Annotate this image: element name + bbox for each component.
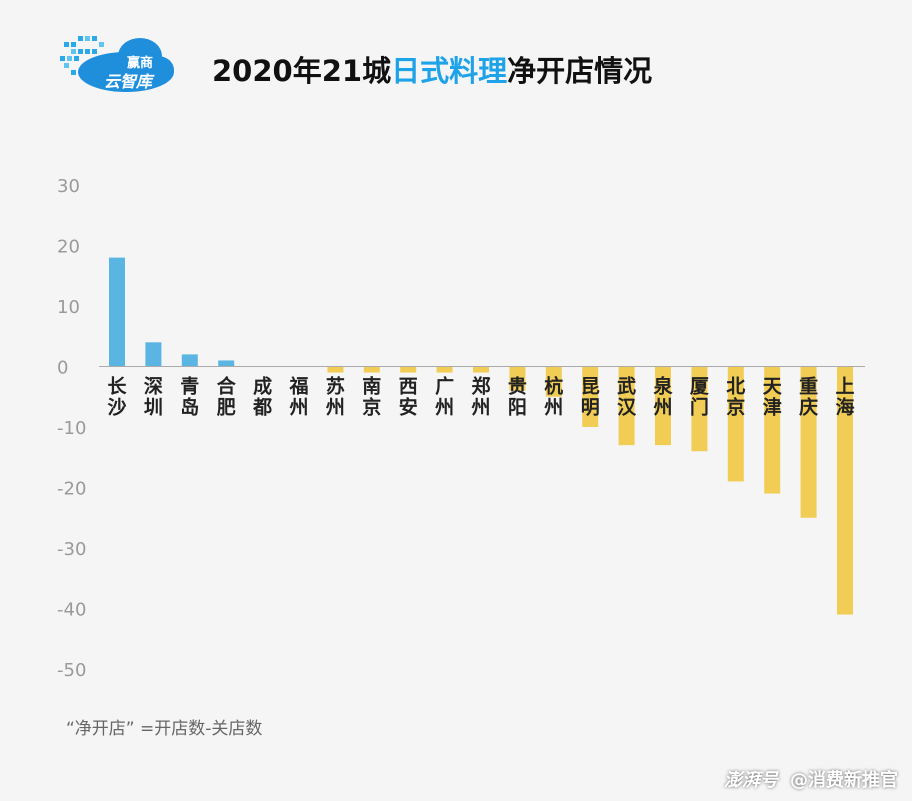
x-category-label: 郑州 — [471, 376, 490, 419]
x-category-label: 合肥 — [217, 375, 237, 419]
x-category-label: 厦门 — [690, 376, 710, 419]
bar-16 — [691, 366, 708, 452]
x-category-label: 上海 — [835, 376, 854, 419]
bar-8 — [400, 366, 417, 373]
watermark-account: @消费新推官 — [790, 770, 898, 791]
x-category-label: 南京 — [362, 376, 381, 419]
x-category-label: 武汉 — [617, 376, 637, 419]
bar-19 — [800, 366, 817, 518]
logo-line2: 云智库 — [104, 72, 155, 91]
chart-title: 2020年21城日式料理净开店情况 — [212, 48, 652, 88]
x-category-label: 青岛 — [180, 376, 199, 419]
x-category-label: 广州 — [435, 375, 454, 419]
y-tick-label: -50 — [57, 660, 86, 681]
bar-0 — [109, 257, 125, 367]
footnote: “净开店” =开店数-关店数 — [66, 719, 263, 739]
y-tick-label: -10 — [57, 418, 86, 439]
y-tick-label: -30 — [57, 539, 86, 560]
x-category-label: 福州 — [288, 375, 308, 419]
y-tick-label: 20 — [57, 237, 80, 258]
x-category-label: 西安 — [399, 376, 418, 419]
watermark-brand: 澎湃号 — [724, 770, 778, 791]
y-tick-label: 0 — [57, 358, 68, 379]
x-category-label: 北京 — [726, 376, 745, 419]
x-category-label: 苏州 — [326, 375, 345, 419]
y-tick-label: 30 — [57, 176, 80, 197]
bar-10 — [473, 366, 489, 373]
y-tick-label: -40 — [57, 600, 86, 621]
bar-3 — [218, 360, 235, 367]
cloud-logo-icon — [60, 36, 174, 92]
bar-15 — [655, 366, 671, 446]
x-category-label: 贵阳 — [508, 376, 527, 419]
x-category-label: 长沙 — [107, 376, 127, 419]
x-category-label: 成都 — [252, 375, 272, 419]
logo-line1: 赢商 — [127, 55, 153, 71]
bar-11 — [509, 366, 526, 391]
bar-20 — [837, 366, 853, 615]
logo: 赢商 云智库 — [60, 36, 174, 92]
y-tick-label: 10 — [57, 297, 80, 318]
x-category-label: 深圳 — [144, 375, 163, 419]
bar-18 — [764, 366, 781, 494]
bar-13 — [582, 366, 599, 427]
bar-1 — [145, 342, 162, 367]
bar-2 — [181, 354, 198, 367]
bar-14 — [618, 366, 635, 446]
bar-9 — [436, 366, 453, 373]
watermark: 澎湃号 @消费新推官 — [724, 766, 898, 792]
y-tick-label: -20 — [57, 479, 86, 500]
x-category-label: 泉州 — [652, 375, 673, 419]
title-prefix: 2020年21城 — [212, 54, 392, 88]
bar-12 — [545, 366, 562, 397]
x-category-label: 重庆 — [799, 376, 818, 419]
bar-7 — [363, 366, 380, 373]
title-highlight: 日式料理 — [391, 54, 508, 88]
bar-17 — [727, 366, 744, 482]
x-category-label: 杭州 — [544, 375, 563, 419]
x-category-label: 昆明 — [581, 376, 600, 419]
title-suffix: 净开店情况 — [507, 54, 653, 88]
x-category-label: 天津 — [763, 376, 783, 419]
bar-6 — [327, 366, 344, 373]
